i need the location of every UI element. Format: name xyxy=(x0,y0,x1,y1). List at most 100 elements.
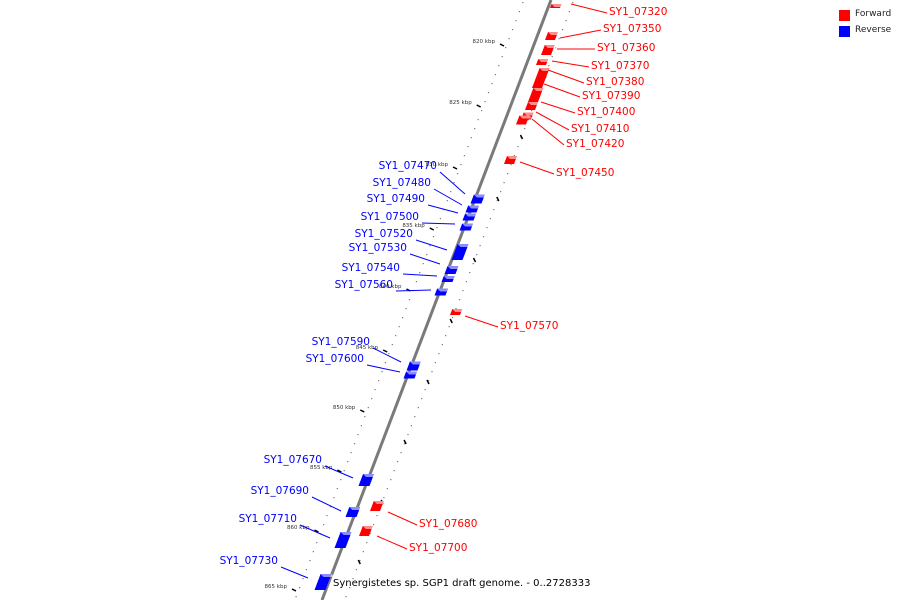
guide-dot xyxy=(378,380,380,382)
guide-dot xyxy=(373,524,375,526)
forward-gene-label: SY1_07360 xyxy=(597,42,655,54)
guide-dot xyxy=(510,164,512,166)
reverse-gene-SY1_07520 xyxy=(451,244,472,260)
guide-dot xyxy=(551,56,553,58)
guide-dot xyxy=(436,227,438,229)
genome-caption: Synergistetes sp. SGP1 draft genome. - 0… xyxy=(333,578,591,589)
guide-dot xyxy=(384,362,386,364)
gene-box-face xyxy=(314,574,332,590)
guide-dot xyxy=(333,497,335,499)
guide-dot xyxy=(421,398,423,400)
scale-tick-label: 855 kbp xyxy=(310,465,333,471)
guide-dot xyxy=(463,155,465,157)
guide-dot xyxy=(491,83,493,85)
guide-dot xyxy=(470,137,472,139)
reverse-gene-leader xyxy=(372,347,402,363)
reverse-gene-label: SY1_07500 xyxy=(361,211,419,223)
reverse-gene-SY1_07530 xyxy=(444,266,462,274)
guide-dot xyxy=(397,461,399,463)
gene-box-highlight xyxy=(465,213,480,217)
guide-dot xyxy=(513,155,515,157)
legend-label-reverse: Reverse xyxy=(855,25,892,35)
guide-dot xyxy=(323,524,325,526)
guide-dot xyxy=(353,443,356,445)
guide-dot xyxy=(359,560,361,562)
scale-tick xyxy=(452,166,458,170)
scale-tick-label: 850 kbp xyxy=(333,405,356,411)
gene-box-highlight xyxy=(519,115,533,119)
guide-dot xyxy=(343,470,345,472)
reverse-gene-SY1_07670 xyxy=(358,474,378,486)
guide-dot xyxy=(441,344,443,346)
reverse-gene-SY1_07600 xyxy=(403,371,421,379)
legend-label-forward: Forward xyxy=(855,9,892,19)
left-dotted-guide xyxy=(295,2,524,598)
guide-dot xyxy=(364,416,366,418)
guide-dot xyxy=(515,20,517,22)
scale-tick xyxy=(472,257,477,263)
reverse-gene-label: SY1_07530 xyxy=(349,242,407,254)
scale-tick xyxy=(499,43,505,47)
gene-box-highlight xyxy=(452,309,466,312)
forward-gene-label: SY1_07400 xyxy=(577,106,635,118)
reverse-gene-SY1_07560 xyxy=(434,288,452,296)
reverse-gene-leader xyxy=(427,204,459,214)
guide-dot xyxy=(482,236,485,238)
scale-tick-label: 845 kbp xyxy=(356,345,379,351)
guide-dot xyxy=(374,389,376,391)
scale-tick xyxy=(476,104,482,108)
reverse-gene-SY1_07490 xyxy=(462,213,480,221)
guide-dot xyxy=(295,596,297,598)
guide-dot xyxy=(522,2,524,4)
guide-dot xyxy=(445,335,447,337)
scale-tick xyxy=(449,318,453,324)
scale-tick xyxy=(429,227,435,231)
reverse-gene-leader xyxy=(409,253,441,265)
forward-gene-SY1_07420 xyxy=(516,115,533,125)
forward-gene-label: SY1_07350 xyxy=(603,23,661,35)
gene-box-highlight xyxy=(320,574,335,577)
guide-dot xyxy=(493,209,495,211)
forward-gene-SY1_07700 xyxy=(359,526,376,536)
forward-gene-leader xyxy=(547,69,585,84)
guide-dot xyxy=(524,128,526,130)
forward-gene-SY1_07320 xyxy=(550,4,565,8)
guide-dot xyxy=(486,227,488,229)
scale-tick xyxy=(337,469,342,473)
guide-dot xyxy=(360,425,362,427)
guide-dot xyxy=(477,119,479,121)
guide-dot xyxy=(422,263,424,265)
gene-box-highlight xyxy=(523,112,537,116)
guide-dot xyxy=(367,407,369,409)
gene-box-face xyxy=(532,68,550,88)
scale-tick-label: 840 kbp xyxy=(379,284,402,290)
gene-box-highlight xyxy=(447,266,462,269)
gene-box-highlight xyxy=(473,194,488,198)
gene-box-face xyxy=(528,88,544,102)
forward-gene-leader xyxy=(464,315,499,328)
reverse-gene-SY1_07590 xyxy=(406,361,424,371)
forward-gene-label: SY1_07370 xyxy=(591,60,649,72)
guide-dot xyxy=(355,569,357,571)
forward-gene-leader xyxy=(519,161,555,175)
reverse-gene-SY1_07500 xyxy=(459,223,477,231)
forward-gene-label: SY1_07320 xyxy=(609,6,667,18)
reverse-gene-leader xyxy=(311,496,342,512)
guide-dot xyxy=(474,128,476,130)
guide-dot xyxy=(376,515,378,517)
forward-gene-SY1_07360 xyxy=(541,45,558,55)
forward-gene-label: SY1_07570 xyxy=(500,320,558,332)
guide-dot xyxy=(414,416,416,418)
guide-dot xyxy=(345,596,347,598)
reverse-gene-leader xyxy=(395,289,432,292)
scale-tick xyxy=(519,134,524,140)
forward-gene-SY1_07680 xyxy=(370,501,387,511)
scale-tick-label: 835 kbp xyxy=(402,223,425,229)
scale-tick xyxy=(291,588,297,592)
forward-gene-SY1_07390 xyxy=(528,88,547,102)
gene-box-highlight xyxy=(437,288,452,292)
guide-dot xyxy=(452,317,454,319)
reverse-gene-leader xyxy=(402,273,438,277)
guide-dot xyxy=(357,434,359,436)
scale-tick-label: 860 kbp xyxy=(287,525,310,531)
